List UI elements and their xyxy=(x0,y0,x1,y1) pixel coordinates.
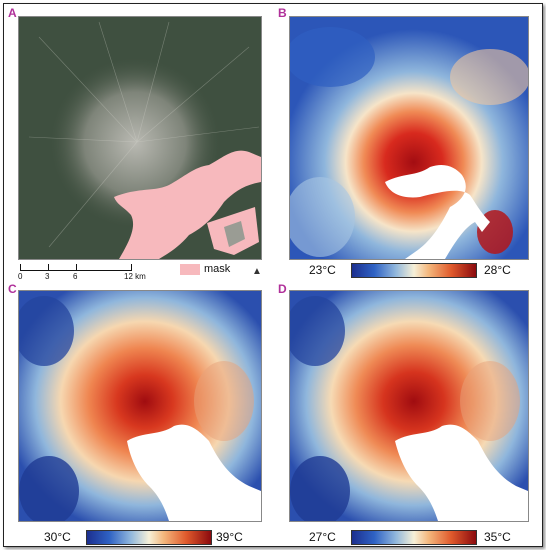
colorbar-b-min: 23°C xyxy=(309,263,336,277)
heatmap-d xyxy=(289,290,529,522)
colorbar-d-max: 35°C xyxy=(484,530,511,544)
satellite-image xyxy=(18,16,262,260)
mask-label: mask xyxy=(204,263,231,275)
colorbar-d xyxy=(351,530,477,545)
heatmap-c xyxy=(18,290,262,522)
mask-swatch xyxy=(180,264,200,275)
panel-b-label: B xyxy=(278,6,287,20)
heatmap-b xyxy=(289,16,529,260)
scale-tick-6: 6 xyxy=(73,272,78,281)
panel-a-label: A xyxy=(8,6,17,20)
colorbar-c xyxy=(86,530,212,545)
colorbar-b xyxy=(351,263,477,278)
colorbar-c-min: 30°C xyxy=(44,530,71,544)
panel-c-label: C xyxy=(8,282,17,296)
colorbar-d-min: 27°C xyxy=(309,530,336,544)
panel-d-label: D xyxy=(278,282,287,296)
colorbar-c-max: 39°C xyxy=(216,530,243,544)
scale-tick-3: 3 xyxy=(45,272,50,281)
scale-tick-0: 0 xyxy=(18,272,23,281)
north-arrow-icon: ▲ xyxy=(252,266,262,277)
scale-bar xyxy=(20,262,132,271)
scale-tick-12: 12 km xyxy=(124,272,146,281)
figure-frame: A xyxy=(3,3,543,547)
colorbar-b-max: 28°C xyxy=(484,263,511,277)
